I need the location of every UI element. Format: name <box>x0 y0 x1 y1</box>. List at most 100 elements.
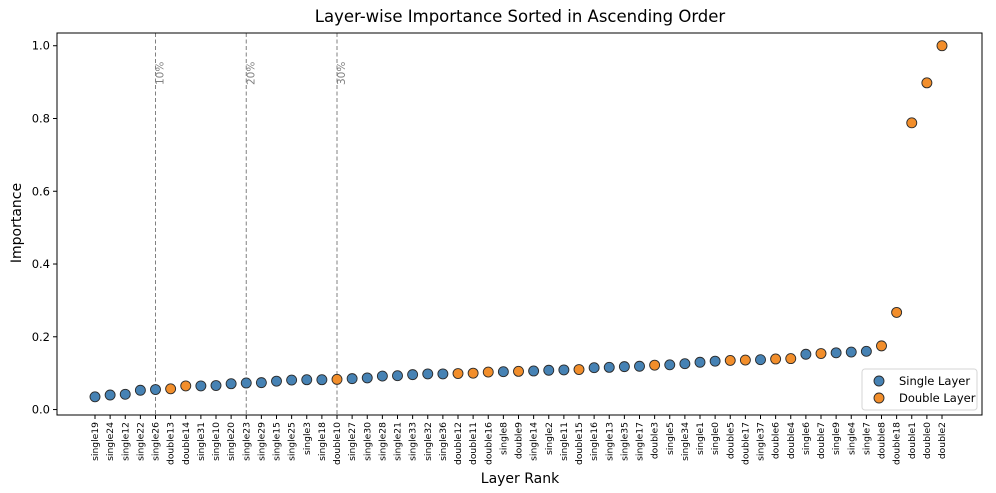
legend-box <box>861 368 978 411</box>
plot-frame <box>56 32 983 416</box>
data-point-single <box>195 380 207 392</box>
x-tick-label: single27 <box>347 422 358 461</box>
x-tick-label: single24 <box>105 422 116 461</box>
x-tick-label: single29 <box>256 422 267 461</box>
x-tick-label: double11 <box>468 422 479 465</box>
x-tick-label: single34 <box>680 422 691 461</box>
x-axis-label: Layer Rank <box>481 471 560 487</box>
data-point-single <box>376 370 388 382</box>
data-point-single <box>755 354 766 366</box>
y-tick-label: 0.4 <box>32 257 50 271</box>
data-point-double <box>482 366 494 378</box>
data-point-double <box>331 373 343 385</box>
percentile-label: 20% <box>245 62 257 85</box>
data-point-double <box>770 353 782 365</box>
data-point-single <box>543 364 555 376</box>
x-tick-label: single7 <box>861 422 872 455</box>
x-tick-label: single36 <box>438 422 449 461</box>
x-tick-label: double1 <box>907 422 918 459</box>
x-tick-label: single23 <box>241 422 252 461</box>
data-point-single <box>800 348 812 360</box>
x-tick-label: double2 <box>937 422 948 459</box>
x-tick-label: single6 <box>801 422 812 455</box>
x-tick-label: single33 <box>408 422 419 461</box>
data-point-double <box>467 367 479 379</box>
percentile-label: 10% <box>155 62 167 85</box>
x-tick-label: single19 <box>90 422 101 461</box>
x-tick-label: single32 <box>423 422 434 461</box>
data-point-single <box>301 374 313 386</box>
x-tick-label: single31 <box>196 422 207 461</box>
x-tick-label: double9 <box>514 422 525 459</box>
data-point-single <box>694 356 706 368</box>
x-tick-label: single28 <box>377 422 388 461</box>
data-point-single <box>286 374 298 386</box>
x-tick-label: single14 <box>529 422 540 461</box>
x-tick-label: single26 <box>151 422 162 461</box>
x-tick-label: single18 <box>317 422 328 461</box>
x-tick-label: single4 <box>846 422 857 455</box>
data-point-double <box>785 353 797 365</box>
data-point-single <box>634 360 645 372</box>
data-point-single <box>709 355 721 367</box>
x-tick-label: single2 <box>544 422 555 455</box>
data-point-double <box>649 359 661 371</box>
x-tick-label: single3 <box>302 422 313 455</box>
data-point-single <box>497 366 509 378</box>
legend-label-single: Single Layer <box>899 374 970 388</box>
x-tick-label: single12 <box>120 422 131 461</box>
data-point-single <box>210 380 222 391</box>
data-point-double <box>452 368 464 379</box>
legend-marker-single <box>873 375 885 387</box>
x-tick-label: single8 <box>498 422 509 455</box>
data-point-single <box>240 377 252 389</box>
x-tick-label: single9 <box>831 422 842 455</box>
data-point-single <box>830 347 842 359</box>
data-point-single <box>150 384 161 395</box>
data-point-double <box>513 365 524 377</box>
chart-title: Layer-wise Importance Sorted in Ascendin… <box>315 7 726 26</box>
data-point-double <box>724 354 736 366</box>
x-tick-label: double3 <box>650 422 661 459</box>
data-point-single <box>664 359 676 371</box>
data-point-single <box>603 361 615 373</box>
y-axis-label: Importance <box>9 183 25 263</box>
data-point-single <box>316 374 328 386</box>
x-tick-label: double10 <box>332 422 343 465</box>
y-tick-label: 1.0 <box>32 39 50 53</box>
data-point-double <box>573 364 585 375</box>
data-point-single <box>104 389 116 401</box>
x-tick-label: double6 <box>771 422 782 459</box>
data-point-double <box>891 306 903 318</box>
data-point-single <box>271 375 282 387</box>
x-tick-label: single17 <box>635 422 646 461</box>
data-point-single <box>679 358 691 370</box>
x-tick-label: double15 <box>574 422 585 465</box>
y-tick-label: 0.0 <box>32 403 50 417</box>
data-point-single <box>225 378 237 390</box>
data-point-double <box>906 117 918 129</box>
x-tick-label: single5 <box>665 422 676 455</box>
data-point-single <box>588 362 600 374</box>
x-tick-label: double17 <box>740 422 751 465</box>
y-tick-label: 0.8 <box>32 111 50 125</box>
x-tick-label: single16 <box>589 422 600 461</box>
data-point-double <box>815 348 827 359</box>
x-tick-label: double7 <box>816 422 827 459</box>
data-point-single <box>119 388 131 400</box>
data-point-single <box>845 346 857 358</box>
x-tick-label: single10 <box>211 422 222 461</box>
x-tick-label: single37 <box>756 422 767 461</box>
data-point-double <box>739 354 751 366</box>
data-point-single <box>134 384 146 396</box>
x-tick-label: single15 <box>272 422 283 461</box>
x-tick-label: double8 <box>877 422 888 459</box>
x-tick-label: double4 <box>786 422 797 459</box>
x-tick-label: double14 <box>181 422 192 465</box>
data-point-single <box>558 364 570 376</box>
x-tick-label: double13 <box>166 422 177 465</box>
x-tick-label: single30 <box>362 422 373 461</box>
legend: Single Layer Double Layer <box>861 368 978 411</box>
y-tick-label: 0.2 <box>32 330 50 344</box>
x-tick-label: single22 <box>135 422 146 461</box>
